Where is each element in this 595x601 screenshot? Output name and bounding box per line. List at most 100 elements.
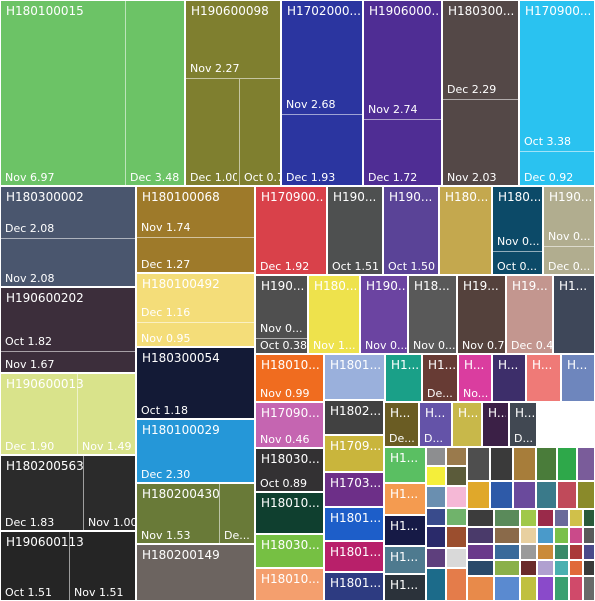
treemap-tile[interactable]: H1801... — [324, 507, 384, 541]
treemap-mini-tile[interactable] — [467, 544, 494, 560]
treemap-subtile[interactable]: Nov 2.74 — [364, 1, 441, 119]
treemap-subtile[interactable]: Nov 0... — [493, 187, 542, 251]
treemap-subtile[interactable]: Dec 1.16 — [137, 274, 254, 322]
treemap-tile[interactable]: De... H... — [384, 402, 419, 447]
treemap-subtile[interactable]: De... — [423, 355, 457, 401]
treemap-mini-tile[interactable] — [446, 568, 467, 601]
treemap-tile[interactable]: Nov 1.53 De... H180200430 — [136, 483, 255, 544]
treemap-mini-tile[interactable] — [537, 576, 554, 601]
treemap-subtile[interactable]: Dec 1.90 — [1, 374, 77, 454]
treemap-tile[interactable]: H1... — [553, 275, 595, 354]
treemap-tile[interactable]: Dec 2.08 Nov 2.08 H180300002 — [0, 186, 136, 287]
treemap-tile[interactable]: No... H... — [458, 354, 492, 402]
treemap-mini-tile[interactable] — [446, 486, 467, 508]
treemap-mini-tile[interactable] — [583, 544, 595, 560]
treemap-tile[interactable]: H... — [492, 354, 526, 402]
treemap-tile[interactable]: Oct 1.18 H180300054 — [136, 347, 255, 419]
treemap-tile[interactable]: Oct 1.51 H190... — [327, 186, 383, 275]
treemap-tile[interactable]: Dec 2.30 H180100029 — [136, 419, 255, 483]
treemap-mini-tile[interactable] — [554, 560, 569, 576]
treemap-tile[interactable]: D... H... — [509, 402, 537, 447]
treemap-subtile[interactable]: Oct 3.38 — [520, 1, 594, 151]
treemap-mini-tile[interactable] — [536, 481, 557, 509]
treemap-subtile[interactable]: Nov 0.46 — [256, 403, 323, 447]
treemap-tile[interactable]: H180... — [439, 186, 492, 275]
treemap-tile[interactable]: De... H1... — [422, 354, 458, 402]
treemap-mini-tile[interactable] — [446, 466, 467, 486]
treemap-tile[interactable]: Nov 0... Oct 0... H180... — [492, 186, 543, 275]
treemap-tile[interactable]: H1703... — [324, 472, 384, 507]
treemap-subtile[interactable]: Dec 0... — [544, 246, 594, 274]
treemap-tile[interactable]: Nov 1.74 Dec 1.27 H180100068 — [136, 186, 255, 273]
treemap-tile[interactable]: Dec 0.40 H19... — [506, 275, 553, 354]
treemap-tile[interactable]: Nov 0... H18... — [408, 275, 457, 354]
treemap-mini-tile[interactable] — [537, 527, 554, 544]
treemap-mini-tile[interactable] — [426, 526, 446, 548]
treemap-mini-tile[interactable] — [513, 481, 536, 509]
treemap-tile[interactable]: H1801... — [324, 572, 384, 601]
treemap-subtile[interactable]: Dec 2.08 — [1, 187, 135, 238]
treemap-subtile[interactable]: Oct 1.50 — [384, 187, 438, 274]
treemap-subtile[interactable]: Oct 0.70 — [239, 78, 280, 185]
treemap-tile[interactable]: Dec 1.92 H170900... — [255, 186, 327, 275]
treemap-subtile[interactable]: Oct 0.89 — [256, 449, 323, 491]
treemap-tile[interactable]: Dec 1.90 Nov 1.49 H190600013 — [0, 373, 136, 455]
treemap-tile[interactable]: H1709... — [324, 435, 384, 472]
treemap-tile[interactable]: Nov 1... H180... — [308, 275, 360, 354]
treemap-tile[interactable]: Oct 3.38 Dec 0.92 H170900... — [519, 0, 595, 186]
treemap-mini-tile[interactable] — [583, 509, 595, 527]
treemap-tile[interactable]: Oct 0.89 H18030... — [255, 448, 324, 492]
treemap-tile[interactable]: Nov 0.70 H19... — [457, 275, 506, 354]
treemap-subtile[interactable]: Oct 0... — [493, 251, 542, 274]
treemap-mini-tile[interactable] — [537, 509, 554, 527]
treemap-mini-tile[interactable] — [583, 560, 595, 576]
treemap-subtile[interactable]: Nov 1.67 — [1, 351, 135, 372]
treemap-mini-tile[interactable] — [577, 481, 595, 509]
treemap-tile[interactable]: H1802... — [324, 400, 384, 435]
treemap-tile[interactable]: H18010... — [255, 568, 324, 601]
treemap-mini-tile[interactable] — [467, 560, 494, 576]
treemap-mini-tile[interactable] — [557, 447, 577, 481]
treemap-mini-tile[interactable] — [494, 509, 520, 527]
treemap-subtile[interactable]: Nov 0.99 — [256, 355, 323, 401]
treemap-mini-tile[interactable] — [494, 560, 520, 576]
treemap-subtile[interactable]: Nov 0... — [361, 276, 407, 353]
treemap-mini-tile[interactable] — [490, 481, 513, 509]
treemap-tile[interactable]: Nov 6.97 Dec 3.48 H180100015 — [0, 0, 185, 186]
treemap-tile[interactable]: H18030... — [255, 534, 324, 568]
treemap-mini-tile[interactable] — [569, 576, 583, 601]
treemap-tile[interactable]: H1... — [384, 447, 426, 483]
treemap-tile[interactable]: H... — [452, 402, 482, 447]
treemap-subtile[interactable]: De... — [219, 484, 254, 543]
treemap-tile[interactable]: H1... — [384, 483, 426, 515]
treemap-mini-tile[interactable] — [446, 548, 467, 568]
treemap-subtile[interactable]: Oct 1.51 — [328, 187, 382, 274]
treemap-mini-tile[interactable] — [583, 576, 595, 601]
treemap-tile[interactable]: Nov 0.46 H17090... — [255, 402, 324, 448]
treemap-mini-tile[interactable] — [426, 568, 446, 601]
treemap-subtile[interactable]: Nov 2.27 — [186, 1, 280, 78]
treemap-mini-tile[interactable] — [520, 576, 537, 601]
treemap-tile[interactable]: Nov 0... Oct 0.38 H190... — [255, 275, 308, 354]
treemap-mini-tile[interactable] — [520, 527, 537, 544]
treemap-mini-tile[interactable] — [569, 560, 583, 576]
treemap-mini-tile[interactable] — [537, 544, 554, 560]
treemap-tile[interactable]: D... H... — [419, 402, 452, 447]
treemap-mini-tile[interactable] — [520, 544, 537, 560]
treemap-subtile[interactable]: Nov 2.03 — [443, 99, 518, 185]
treemap-subtile[interactable]: Nov 0... — [256, 276, 307, 338]
treemap-subtile[interactable]: Dec 1.93 — [282, 114, 362, 185]
treemap-subtile[interactable]: D... — [510, 403, 536, 446]
treemap-subtile[interactable]: D... — [420, 403, 451, 446]
treemap-mini-tile[interactable] — [426, 447, 446, 466]
treemap-tile[interactable]: Nov 0... Dec 0... H190... — [543, 186, 595, 275]
treemap-mini-tile[interactable] — [537, 560, 554, 576]
treemap-mini-tile[interactable] — [426, 508, 446, 526]
treemap-tile[interactable]: Dec 1.16 Nov 0.95 H180100492 — [136, 273, 255, 347]
treemap-subtile[interactable]: Dec 2.29 — [443, 1, 518, 99]
treemap-subtile[interactable]: Nov 1.53 — [137, 484, 219, 543]
treemap-subtile[interactable]: Dec 0.92 — [520, 151, 594, 185]
treemap-tile[interactable]: Dec 2.29 Nov 2.03 H180300... — [442, 0, 519, 186]
treemap-mini-tile[interactable] — [513, 447, 536, 481]
treemap-tile[interactable]: Oct 1.82 Nov 1.67 H190600202 — [0, 287, 136, 373]
